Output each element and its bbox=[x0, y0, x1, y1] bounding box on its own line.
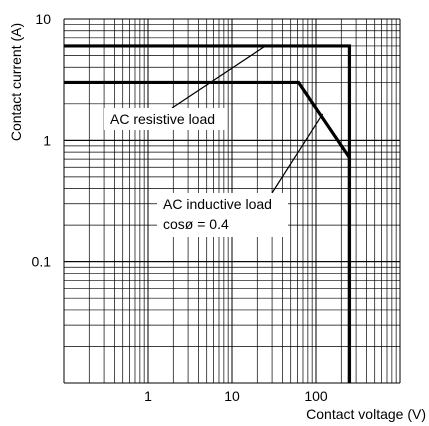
x-axis-label: Contact voltage (V) bbox=[306, 406, 426, 422]
x-tick-label: 10 bbox=[224, 388, 240, 404]
x-tick-label: 100 bbox=[304, 388, 328, 404]
series-line-2 bbox=[64, 80, 352, 383]
annotation-box bbox=[157, 193, 288, 237]
tick-labels: 1 10 100 10 1 0.1 bbox=[32, 11, 328, 404]
annotation-label: AC inductive load bbox=[163, 196, 272, 212]
y-tick-label: 0.1 bbox=[32, 254, 52, 270]
annotation-leader bbox=[271, 113, 324, 194]
x-tick-label: 1 bbox=[144, 388, 152, 404]
annotation-label: AC resistive load bbox=[110, 111, 215, 127]
y-axis-label: Contact current (A) bbox=[8, 23, 24, 141]
annotation-label: cosø = 0.4 bbox=[163, 216, 229, 232]
annotation-box bbox=[104, 108, 225, 130]
y-tick-label: 1 bbox=[43, 132, 51, 148]
annotation-leader bbox=[171, 45, 266, 109]
y-tick-label: 10 bbox=[35, 11, 51, 27]
annotations: AC resistive load AC inductive load cosø =… bbox=[104, 45, 324, 237]
series-layer bbox=[64, 44, 352, 383]
